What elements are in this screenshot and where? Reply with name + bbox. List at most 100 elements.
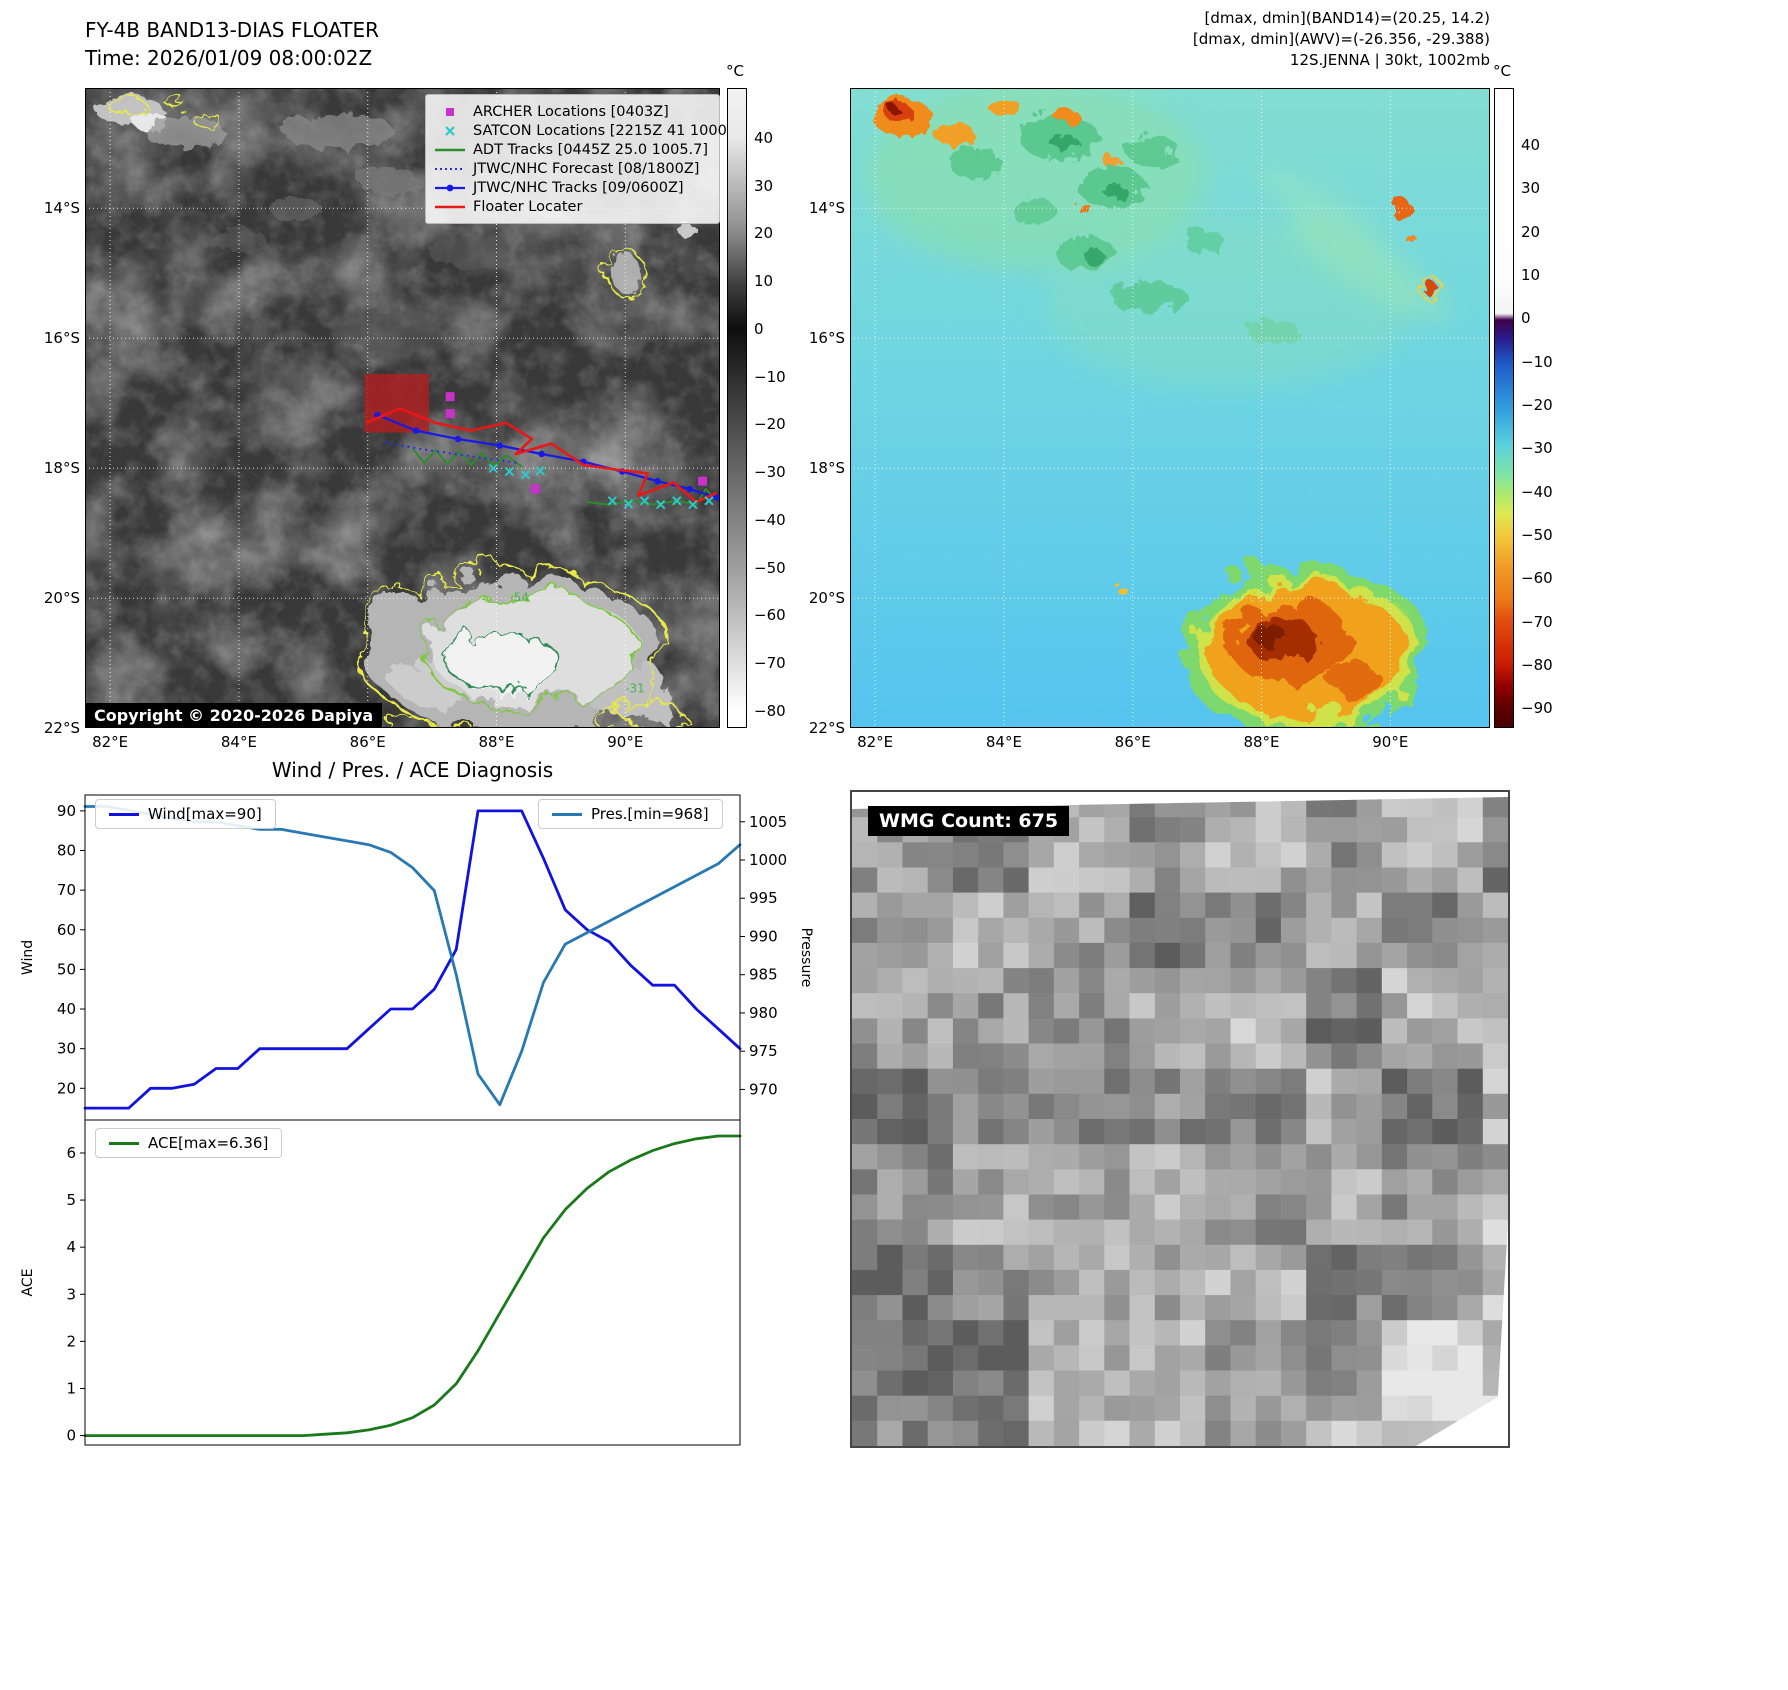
axis-tick-label: 50 [57,960,76,978]
axis-tick-label: 3 [66,1285,76,1303]
ir-colorbar-tick: −70 [754,654,786,673]
ir-colorbar-tick: −50 [754,558,786,577]
axis-tick-label: 975 [749,1042,778,1060]
awv-annotation-line1: [dmax, dmin](BAND14)=(20.25, 14.2) [1204,9,1490,27]
axis-tick-label: 40 [57,1000,76,1018]
awv-annotations: [dmax, dmin](BAND14)=(20.25, 14.2) [dmax… [990,8,1490,71]
satcon-location-marker [488,463,499,474]
archer-location-marker [530,484,540,494]
awv-lat-label: 22°S [808,719,845,738]
awv-lon-label: 86°E [1114,733,1151,751]
wmg-edge-sliver-right [1495,1222,1508,1446]
awv-map-border [850,88,1490,728]
awv-colorbar-tick: −20 [1521,395,1553,414]
ir-colorbar-tick: 10 [754,272,774,291]
axis-tick-label: 1005 [749,813,787,831]
ir-colorbar-tick: −40 [754,510,786,529]
ir-colorbar-tick: −80 [754,701,786,720]
square-marker-icon [432,104,468,120]
awv-colorbar-tick: −60 [1521,569,1553,588]
ir-map-border [85,88,720,728]
pressure-legend: Pres.[min=968] [538,799,723,829]
legend-item: JTWC/NHC Tracks [09/0600Z] [432,178,709,197]
chart-series-line [83,1134,742,1437]
jtwc-track-point [496,442,503,449]
jtwc-track-line [376,413,718,499]
archer-location-marker [445,409,455,419]
awv-speckle-overlay [850,88,1490,728]
awv-lon-label: 90°E [1372,733,1409,751]
awv-colorbar-tick: −30 [1521,439,1553,458]
ir-colorbar-tick: −20 [754,415,786,434]
jtwc-track-point [686,485,693,493]
awv-colorbar-tick: 0 [1521,309,1531,328]
wind-legend-line [109,812,139,816]
ir-colorbar [727,88,747,728]
line-marker-icon [432,142,468,158]
satcon-location-marker [704,496,714,506]
wmg-count-badge: WMG Count: 675 [868,806,1070,836]
axis-tick-label: 20 [57,1079,76,1097]
awv-colorbar-unit: °C [1493,62,1511,80]
awv-colorbar-tick: 30 [1521,179,1541,198]
legend-item-label: SATCON Locations [2215Z 41 1000] [473,122,733,139]
contour-value-label: -54 [509,591,529,605]
copyright-badge: Copyright © 2020-2026 Dapiya [85,703,383,728]
axis-tick-label: 0 [66,1427,76,1445]
ir-lat-label: 22°S [43,719,80,738]
legend-item-label: JTWC/NHC Tracks [09/0600Z] [473,179,684,196]
awv-colorbar-tick: −80 [1521,655,1553,674]
ir-lon-label: 90°E [607,733,644,751]
axis-tick-label: 60 [57,921,76,939]
satcon-location-marker [639,496,650,506]
awv-colorbar-tick: −70 [1521,612,1553,631]
adt-track-line [412,448,523,468]
archer-location-marker [445,392,455,402]
ir-lon-label: 82°E [92,733,129,751]
satcon-location-marker [672,496,682,506]
axis-tick-label: 80 [57,841,76,859]
ir-lon-label: 88°E [478,733,515,751]
jtwc-track-point [538,450,545,458]
ir-colorbar-tick: 20 [754,224,774,243]
contour-value-label: -31 [625,682,645,696]
awv-colorbar-tick: −10 [1521,352,1553,371]
axis-tick-label: 1000 [749,851,787,869]
satcon-location-marker [504,466,515,477]
ace-legend-line [109,1141,139,1145]
ir-colorbar-tick: 30 [754,176,774,195]
dotted-marker-icon [432,161,468,177]
axis-tick-label: 995 [749,889,778,907]
jtwc-track-point [412,427,420,434]
awv-colorbar-tick: −50 [1521,525,1553,544]
ir-lat-label: 14°S [43,199,80,218]
awv-colorbar-tick: −90 [1521,699,1553,718]
awv-annotation-line3: 12S.JENNA | 30kt, 1002mb [1289,51,1490,69]
axis-title: Wind [20,940,36,975]
ir-panel-title: FY-4B BAND13-DIAS FLOATER [85,18,380,42]
ir-colorbar-tick: −60 [754,606,786,625]
wind-legend: Wind[max=90] [95,799,276,829]
ir-panel-time: Time: 2026/01/09 08:00:02Z [85,46,373,70]
legend-item: SATCON Locations [2215Z 41 1000] [432,121,732,140]
jtwc-track-point [713,494,720,501]
axis-tick-label: 30 [57,1040,76,1058]
axis-title: ACE [20,1269,36,1297]
awv-lon-label: 88°E [1243,733,1280,751]
adt-track-line [586,487,718,506]
legend-item-label: Floater Locater [473,198,583,215]
satcon-location-marker [655,499,666,510]
satcon-location-marker [623,499,634,509]
axis-title: Pressure [798,928,814,988]
ir-lat-label: 20°S [43,589,80,608]
axis-tick-label: 1 [66,1379,76,1397]
diagnosis-title: Wind / Pres. / ACE Diagnosis [271,758,554,782]
satcon-location-marker [520,470,531,480]
ir-map-legend: ARCHER Locations [0403Z] SATCON Locations… [425,94,732,224]
wind-legend-label: Wind[max=90] [148,805,262,823]
ir-track-overlays: -54 -31 [364,374,720,696]
floater-locater-line [365,407,718,504]
legend-item: JTWC/NHC Forecast [08/1800Z] [432,159,709,178]
ir-colorbar-tick: −30 [754,463,786,482]
